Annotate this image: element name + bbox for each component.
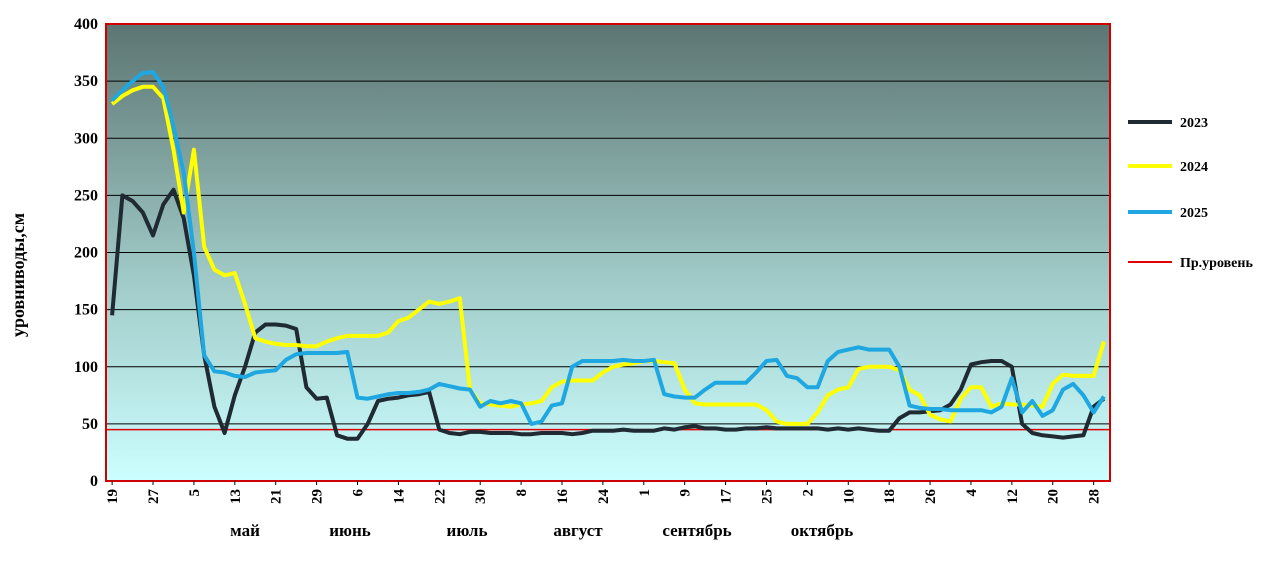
x-tick-label: 13 xyxy=(228,489,244,504)
y-tick-label: 250 xyxy=(74,187,98,204)
x-tick-label: 27 xyxy=(146,489,162,505)
x-tick-label: 5 xyxy=(187,489,203,497)
x-tick-label: 26 xyxy=(923,489,939,505)
x-tick-label: 2 xyxy=(800,489,816,497)
month-label: июнь xyxy=(329,521,371,540)
legend-label: 2024 xyxy=(1180,160,1208,175)
x-tick-label: 28 xyxy=(1087,489,1103,504)
x-tick-label: 4 xyxy=(964,489,980,497)
y-axis-title: уровниводы,см xyxy=(8,213,28,337)
x-tick-label: 19 xyxy=(105,489,121,504)
legend-label: 2025 xyxy=(1180,206,1208,221)
x-tick-label: 30 xyxy=(473,489,489,504)
y-tick-label: 200 xyxy=(74,245,98,262)
series-line xyxy=(110,70,1106,426)
x-tick-label: 17 xyxy=(719,489,735,505)
y-tick-label: 150 xyxy=(74,302,98,319)
x-tick-label: 10 xyxy=(841,489,857,504)
x-tick-label: 18 xyxy=(882,489,898,504)
x-tick-label: 9 xyxy=(678,489,694,497)
x-tick-label: 14 xyxy=(391,489,407,505)
x-tick-label: 16 xyxy=(555,489,571,505)
legend-label: 2023 xyxy=(1180,116,1208,131)
month-label: июль xyxy=(447,521,488,540)
y-tick-label: 400 xyxy=(74,16,98,33)
x-tick-label: 25 xyxy=(759,489,775,504)
x-tick-label: 8 xyxy=(514,489,530,497)
y-tick-label: 350 xyxy=(74,73,98,90)
x-tick-label: 1 xyxy=(637,489,653,497)
y-tick-label: 0 xyxy=(90,473,98,490)
month-label: август xyxy=(553,521,603,540)
x-tick-label: 12 xyxy=(1005,489,1021,504)
x-tick-label: 29 xyxy=(310,489,326,504)
month-label: сентябрь xyxy=(662,521,731,540)
legend-label: Пр.уровень xyxy=(1180,256,1253,271)
x-tick-label: 24 xyxy=(596,489,612,505)
y-tick-label: 100 xyxy=(74,359,98,376)
y-tick-label: 50 xyxy=(82,416,98,433)
x-tick-label: 6 xyxy=(351,489,367,497)
month-label: октябрь xyxy=(791,521,854,540)
month-label: май xyxy=(230,521,260,540)
x-tick-label: 22 xyxy=(432,489,448,504)
x-tick-label: 21 xyxy=(269,489,285,504)
x-tick-label: 20 xyxy=(1046,489,1062,504)
plot-border xyxy=(105,23,1111,482)
y-tick-label: 300 xyxy=(74,130,98,147)
series-line xyxy=(110,84,1106,426)
